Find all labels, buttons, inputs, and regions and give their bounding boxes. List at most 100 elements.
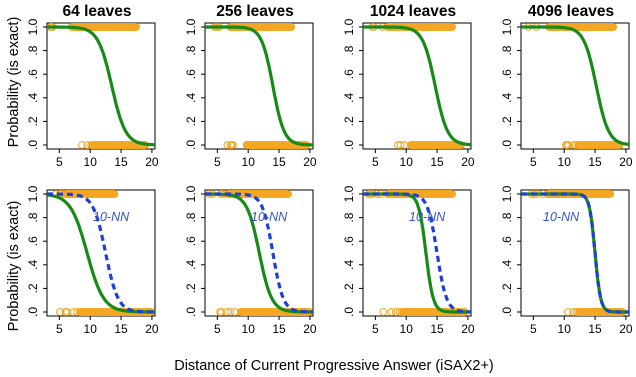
x-tick-label: 20 (303, 155, 317, 169)
x-tick-label: 15 (430, 322, 444, 336)
x-tick-label: 10 (242, 322, 256, 336)
data-point (284, 190, 293, 198)
ylabel-bottom: Probability (is exact) (6, 201, 22, 332)
y-tick-label: .4 (342, 92, 356, 102)
fit-curve-10nn (205, 192, 313, 314)
x-tick-label: 10 (558, 322, 572, 336)
y-tick-label: .6 (500, 69, 514, 79)
plot-frame (362, 189, 472, 317)
plot-content (205, 23, 313, 149)
y-tick-label: .4 (500, 92, 514, 102)
fit-curve-exact (363, 192, 471, 314)
y-tick-label: .2 (500, 283, 514, 293)
data-point (243, 141, 252, 149)
plot-frame (46, 22, 156, 150)
data-point (77, 141, 86, 149)
data-point (387, 308, 396, 316)
y-tick-label: .0 (26, 140, 40, 150)
data-point (448, 190, 457, 198)
y-tick-label: .6 (500, 236, 514, 246)
x-tick-label: 20 (619, 155, 633, 169)
plot-frame (204, 189, 314, 317)
plot-frame (204, 22, 314, 150)
y-tick-label: .2 (184, 116, 198, 126)
y-tick-label: .4 (26, 92, 40, 102)
y-tick-label: .2 (342, 283, 356, 293)
data-point (563, 141, 572, 149)
y-tick-label: 1.0 (342, 185, 356, 202)
data-point (564, 308, 572, 316)
plot-content (521, 23, 629, 149)
plot-content (47, 190, 155, 316)
plot-content (205, 190, 313, 316)
y-tick-label: .2 (342, 116, 356, 126)
annotation-10nn: 10-NN (93, 210, 130, 224)
data-point (396, 141, 405, 149)
data-point (226, 308, 235, 316)
x-tick-label: 15 (588, 155, 602, 169)
data-point (87, 141, 96, 149)
x-tick-label: 15 (272, 155, 286, 169)
y-tick-label: .2 (184, 283, 198, 293)
data-point (217, 308, 226, 316)
x-tick-label: 10 (242, 155, 256, 169)
data-point (223, 141, 232, 149)
y-tick-label: .6 (26, 69, 40, 79)
x-tick-label: 20 (461, 155, 475, 169)
annotation-10nn: 10-NN (543, 210, 580, 224)
x-tick-label: 20 (619, 322, 633, 336)
plot-frame (362, 22, 472, 150)
data-point (230, 308, 239, 316)
point-series (368, 23, 466, 149)
y-tick-label: .4 (500, 259, 514, 269)
x-tick-label: 5 (372, 155, 379, 169)
panel-top-3: 5 10 15 20 .0 .2 .4 .6 .8 1.0 1024 leaves (342, 3, 475, 169)
data-point (569, 308, 578, 316)
panel-top-2: 5 10 15 20 .0 .2 .4 .6 .8 1.0 256 leaves (184, 3, 317, 169)
plot-frame (520, 22, 630, 150)
y-tick-label: .2 (26, 116, 40, 126)
x-tick-label: 5 (56, 322, 63, 336)
column-title: 1024 leaves (370, 3, 456, 20)
y-tick-label: .0 (500, 140, 514, 150)
ylabel-top: Probability (is exact) (6, 17, 22, 148)
x-tick-label: 15 (114, 322, 128, 336)
x-tick-label: 20 (303, 322, 317, 336)
data-point (61, 308, 70, 316)
panel-bottom-2: 5 10 15 20 .0 .2 .4 .6 .8 1.0 10-NN (184, 185, 317, 336)
annotation-10nn: 10-NN (251, 210, 288, 224)
x-tick-label: 10 (558, 155, 572, 169)
panels: 5 10 15 20 .0 .2 .4 .6 .8 1.0 64 leaves 5 10 15 20 .0 .2… (26, 3, 633, 336)
y-tick-label: .6 (184, 69, 198, 79)
plot-frame (46, 189, 156, 317)
data-point (448, 23, 457, 31)
x-tick-label: 15 (272, 322, 286, 336)
fit-curve-exact (521, 25, 629, 146)
x-tick-label: 5 (56, 155, 63, 169)
annotation-10nn: 10-NN (409, 210, 446, 224)
y-tick-label: .6 (342, 69, 356, 79)
y-tick-label: .0 (26, 307, 40, 317)
data-point (392, 308, 401, 316)
y-tick-label: 1.0 (500, 185, 514, 202)
y-tick-label: .8 (26, 212, 40, 222)
fit-curve-10nn (521, 192, 629, 314)
data-point (110, 190, 119, 198)
x-tick-label: 10 (84, 322, 98, 336)
data-point (572, 308, 581, 316)
column-title: 4096 leaves (528, 3, 614, 20)
y-tick-label: 1.0 (26, 185, 40, 202)
y-tick-label: .4 (184, 259, 198, 269)
panel-bottom-3: 5 10 15 20 .0 .2 .4 .6 .8 1.0 10-NN (342, 185, 475, 336)
y-tick-label: .4 (342, 259, 356, 269)
x-tick-label: 10 (84, 155, 98, 169)
y-tick-label: .0 (342, 307, 356, 317)
y-tick-label: .8 (500, 45, 514, 55)
y-tick-label: .0 (500, 307, 514, 317)
data-point (606, 190, 615, 198)
y-tick-label: .6 (26, 236, 40, 246)
data-point (132, 23, 141, 31)
